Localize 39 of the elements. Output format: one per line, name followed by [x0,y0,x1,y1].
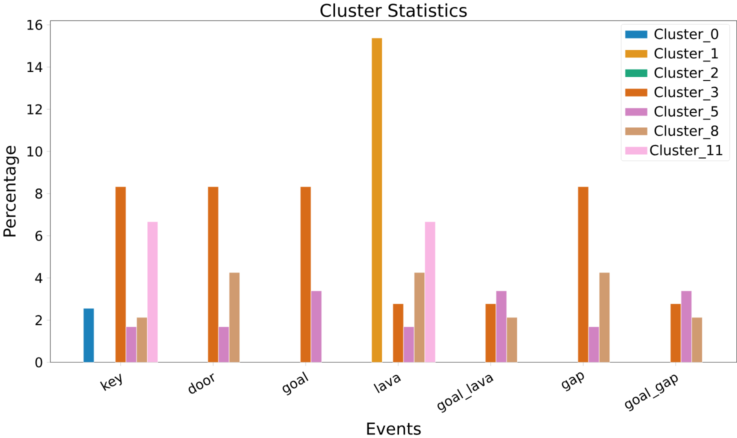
bar [506,317,518,362]
bar [598,272,610,362]
y-axis-title: Percentage [3,146,19,236]
x-axis-title: Events [367,422,421,435]
legend-label: Cluster_11 [650,144,722,158]
y-tick-label: 12 [27,104,42,114]
bar [691,317,703,362]
bar [670,303,682,362]
bar [115,186,126,362]
y-tick-label: 6 [35,230,42,241]
x-tick-label: gap [562,372,584,392]
bar [578,186,589,362]
y-tick-label: 4 [35,272,42,283]
legend-label: Cluster_2 [654,66,718,81]
bar [485,303,496,362]
legend-label: Cluster_5 [654,106,718,120]
bar [228,272,240,362]
bar [414,272,425,362]
bar [136,317,148,362]
legend-label: Cluster_3 [654,86,718,100]
bar [392,303,404,362]
legend-label: Cluster_1 [654,48,718,62]
legend-label: Cluster_8 [654,125,718,139]
bar [83,308,94,362]
y-tick-label: 16 [27,20,42,30]
legend-label: Cluster_0 [654,28,718,42]
y-tick-label: 2 [36,315,42,325]
bar [300,186,312,362]
chart-title: Cluster Statistics [320,3,467,17]
y-tick-label: 14 [27,62,42,72]
y-tick-label: 10 [27,146,42,156]
bar [147,221,158,362]
bar [424,221,436,362]
y-tick-label: 0 [35,357,42,368]
bar [208,186,219,362]
x-tick-label: key [100,373,122,391]
x-tick-label: door [188,373,214,394]
y-tick-label: 8 [35,188,42,199]
x-tick-label: lava [374,374,401,394]
